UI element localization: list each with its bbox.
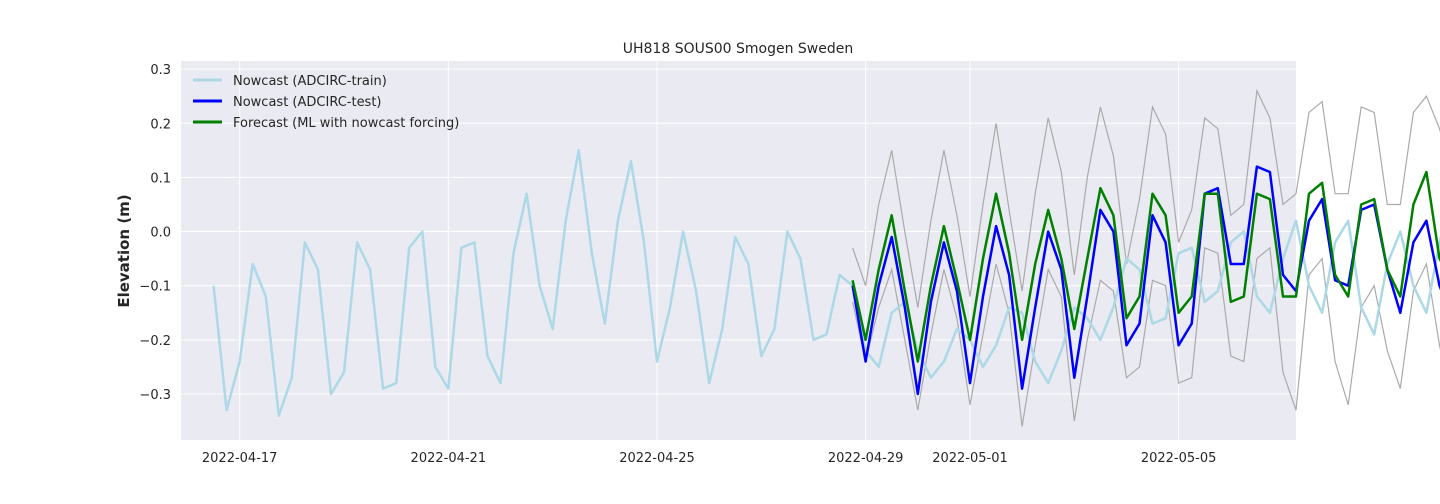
y-tick-label: 0.0: [150, 226, 171, 241]
band-upper-line: [852, 88, 1440, 308]
x-tick-label: 2022-05-01: [932, 451, 1008, 466]
legend: Nowcast (ADCIRC-train) Nowcast (ADCIRC-te…: [193, 74, 459, 131]
x-tick-label: 2022-04-17: [202, 451, 278, 466]
y-tick-label: −0.3: [139, 388, 171, 403]
y-axis-label: Elevation (m): [115, 194, 133, 307]
x-tick-label: 2022-04-21: [411, 451, 487, 466]
legend-item-test-label: Nowcast (ADCIRC-test): [233, 95, 382, 110]
x-axis: 2022-04-17 2022-04-21 2022-04-25 2022-04-29…: [202, 451, 1217, 466]
x-tick-label: 2022-04-25: [619, 451, 695, 466]
series-lines: [212, 149, 1440, 417]
y-tick-label: 0.3: [150, 63, 171, 78]
y-axis: −0.3 −0.2 −0.1 0.0 0.1 0.2 0.3: [139, 63, 171, 403]
ensemble-band: [852, 88, 1440, 427]
grid: [181, 61, 1296, 440]
y-tick-label: 0.2: [150, 117, 171, 132]
legend-item-forecast-label: Forecast (ML with nowcast forcing): [233, 116, 459, 131]
legend-item-train-label: Nowcast (ADCIRC-train): [233, 74, 387, 89]
series-test-line: [851, 165, 1440, 396]
x-tick-label: 2022-04-29: [828, 451, 904, 466]
chart-title: UH818 SOUS00 Smogen Sweden: [623, 41, 854, 57]
series-forecast-line: [851, 170, 1440, 363]
x-tick-label: 2022-05-05: [1141, 451, 1217, 466]
y-tick-label: 0.1: [150, 171, 171, 186]
band-lower-line: [852, 246, 1440, 427]
plot-background: [181, 61, 1296, 440]
y-tick-label: −0.2: [139, 334, 171, 349]
y-tick-label: −0.1: [139, 280, 171, 295]
